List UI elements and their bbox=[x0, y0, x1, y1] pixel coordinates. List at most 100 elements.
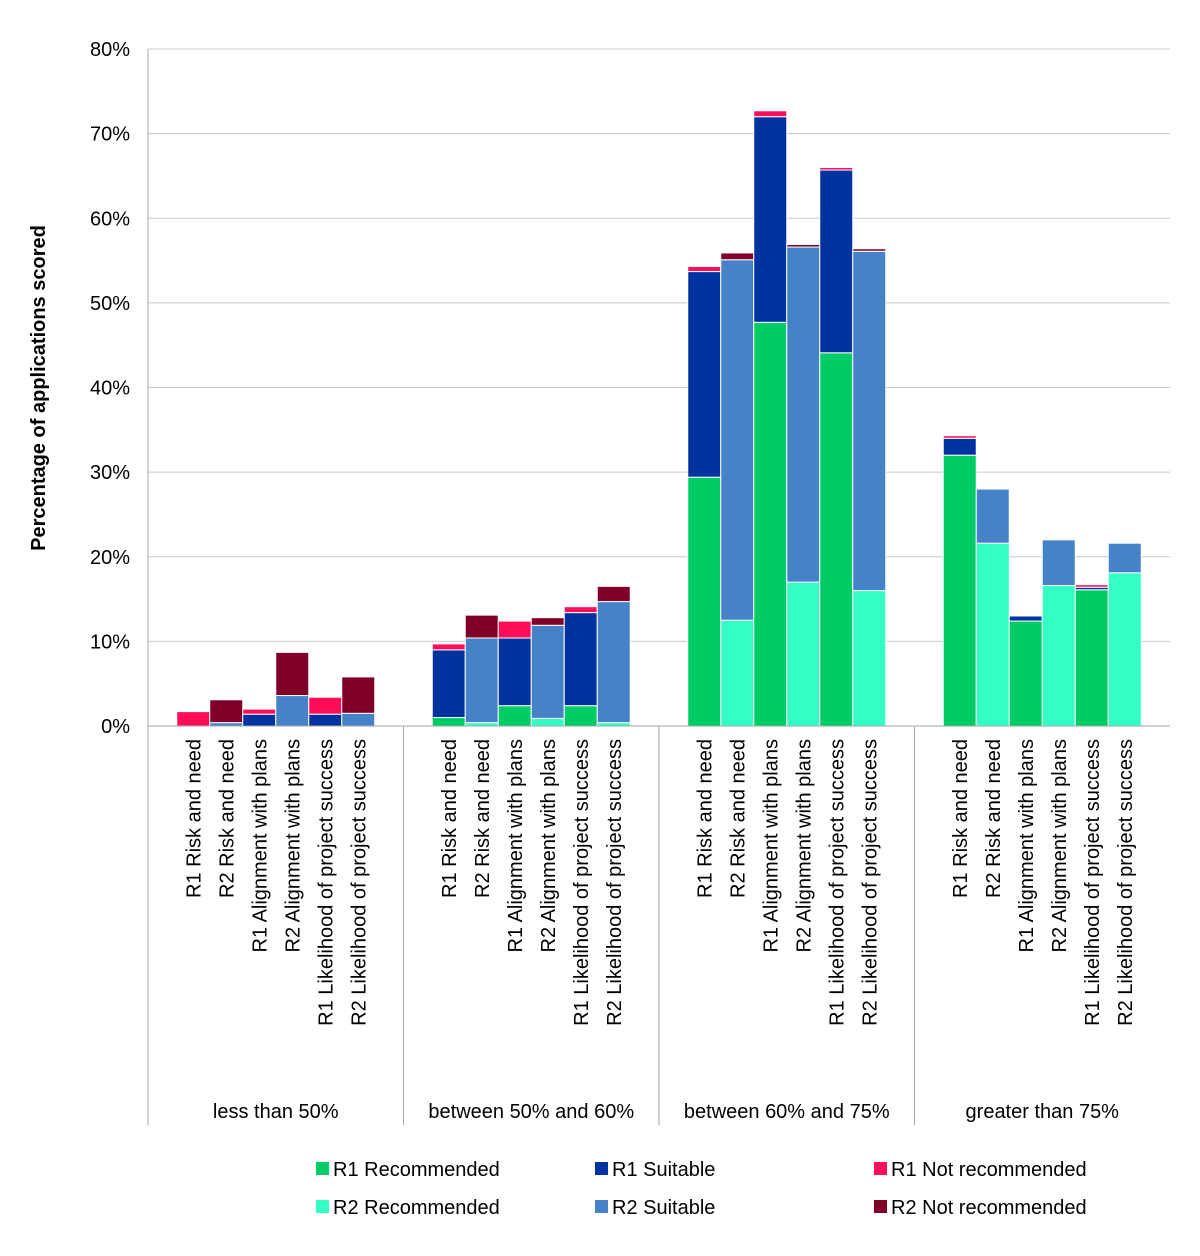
legend-label: R2 Suitable bbox=[612, 1197, 715, 1219]
legend-label: R2 Not recommended bbox=[891, 1197, 1087, 1219]
bar-segment bbox=[819, 169, 854, 354]
bar-segment bbox=[563, 612, 598, 707]
bar-segment bbox=[687, 476, 722, 727]
bar-segment bbox=[687, 265, 722, 273]
bar-segment bbox=[687, 271, 722, 478]
bar-segment bbox=[497, 705, 532, 727]
bar-segment bbox=[753, 321, 788, 727]
bar-segment bbox=[596, 585, 631, 603]
bar-segment bbox=[852, 590, 887, 727]
x-tick-label: R1 Likelihood of project success bbox=[826, 739, 848, 1026]
bar-segment bbox=[341, 676, 376, 714]
x-tick-label: R1 Likelihood of project success bbox=[1082, 739, 1104, 1026]
bar-segment bbox=[1107, 572, 1142, 727]
bar-segment bbox=[786, 246, 821, 583]
bar-segment bbox=[852, 250, 887, 592]
bars bbox=[176, 110, 1142, 727]
bar-segment bbox=[497, 620, 532, 639]
bar-segment bbox=[242, 713, 277, 727]
y-tick-label: 50% bbox=[90, 293, 130, 315]
bar-segment bbox=[275, 651, 310, 697]
bar-segment bbox=[530, 617, 565, 626]
y-tick-label: 0% bbox=[101, 716, 130, 738]
bar-segment bbox=[852, 248, 887, 252]
y-tick-label: 10% bbox=[90, 631, 130, 653]
x-tick-label: R1 Alignment with plans bbox=[760, 739, 782, 952]
bar-segment bbox=[464, 722, 499, 727]
bar-segment bbox=[275, 695, 310, 727]
bar-segment bbox=[942, 435, 977, 439]
bar-segment bbox=[464, 637, 499, 724]
y-tick-label: 30% bbox=[90, 462, 130, 484]
x-tick-label: R1 Alignment with plans bbox=[1016, 739, 1038, 952]
bar-segment bbox=[431, 649, 466, 719]
y-tick-label: 80% bbox=[90, 39, 130, 61]
y-tick-label: 60% bbox=[90, 208, 130, 230]
bar-segment bbox=[341, 712, 376, 727]
x-tick-label: R1 Risk and need bbox=[183, 739, 205, 898]
legend-label: R1 Suitable bbox=[612, 1159, 715, 1181]
bar-segment bbox=[563, 606, 598, 614]
x-tick-label: R2 Likelihood of project success bbox=[348, 739, 370, 1026]
bar-segment bbox=[720, 619, 755, 727]
y-tick-label: 40% bbox=[90, 378, 130, 400]
bar-segment bbox=[242, 708, 277, 715]
bar-segment bbox=[1074, 589, 1109, 727]
bar-segment bbox=[819, 166, 854, 171]
bar-segment bbox=[1008, 615, 1043, 622]
bar-segment bbox=[530, 717, 565, 727]
group-label: between 50% and 60% bbox=[428, 1101, 634, 1123]
bar-segment bbox=[563, 705, 598, 727]
bar-segment bbox=[530, 624, 565, 719]
bar-segment bbox=[975, 542, 1010, 727]
x-tick-label: R1 Alignment with plans bbox=[249, 739, 271, 952]
y-tick-label: 70% bbox=[90, 124, 130, 146]
x-tick-label: R2 Alignment with plans bbox=[1049, 739, 1071, 952]
group-label: between 60% and 75% bbox=[684, 1101, 890, 1123]
bar-segment bbox=[464, 614, 499, 639]
group-label: greater than 75% bbox=[966, 1101, 1120, 1123]
bar-segment bbox=[308, 713, 343, 727]
axes: 0% 10% 20% 30% 40% 50% 60% 70% 80% R1 Risk and ne… bbox=[90, 39, 1170, 1125]
bar-segment bbox=[176, 711, 211, 727]
bar-segment bbox=[753, 110, 788, 118]
bar-segment bbox=[431, 643, 466, 651]
bar-segment bbox=[720, 259, 755, 621]
legend-swatch bbox=[874, 1200, 887, 1213]
bar-segment bbox=[819, 352, 854, 727]
legend-label: R1 Recommended bbox=[333, 1159, 500, 1181]
legend-label: R1 Not recommended bbox=[891, 1159, 1087, 1181]
x-tick-label: R1 Alignment with plans bbox=[505, 739, 527, 952]
bar-segment bbox=[308, 696, 343, 715]
x-tick-label: R1 Likelihood of project success bbox=[315, 739, 337, 1026]
bar-segment bbox=[942, 437, 977, 456]
x-tick-label: R2 Risk and need bbox=[727, 739, 749, 898]
x-tick-label: R2 Likelihood of project success bbox=[604, 739, 626, 1026]
x-tick-label: R1 Risk and need bbox=[694, 739, 716, 898]
x-tick-label: R2 Risk and need bbox=[216, 739, 238, 898]
legend-label: R2 Recommended bbox=[333, 1197, 500, 1219]
x-tick-label: R1 Risk and need bbox=[950, 739, 972, 898]
legend: R1 Recommended R2 Recommended R1 Suitable R… bbox=[316, 1159, 1087, 1219]
bar-segment bbox=[1008, 620, 1043, 727]
bar-segment bbox=[209, 699, 244, 724]
y-axis-title: Percentage of applications scored bbox=[28, 225, 50, 551]
bar-segment bbox=[942, 454, 977, 727]
bar-segment bbox=[786, 243, 821, 248]
x-tick-label: R2 Alignment with plans bbox=[538, 739, 560, 952]
bar-segment bbox=[209, 722, 244, 727]
x-tick-label: R1 Likelihood of project success bbox=[571, 739, 593, 1026]
bar-segment bbox=[596, 722, 631, 727]
group-label: less than 50% bbox=[213, 1101, 339, 1123]
bar-segment bbox=[753, 116, 788, 323]
legend-swatch bbox=[595, 1162, 608, 1175]
bar-segment bbox=[596, 601, 631, 724]
bar-segment bbox=[431, 717, 466, 727]
x-tick-label: R2 Likelihood of project success bbox=[859, 739, 881, 1026]
legend-swatch bbox=[595, 1200, 608, 1213]
x-tick-label: R2 Likelihood of project success bbox=[1115, 739, 1137, 1026]
gridlines bbox=[148, 48, 1170, 727]
y-tick-label: 20% bbox=[90, 547, 130, 569]
legend-swatch bbox=[316, 1200, 329, 1213]
x-tick-label: R1 Risk and need bbox=[439, 739, 461, 898]
